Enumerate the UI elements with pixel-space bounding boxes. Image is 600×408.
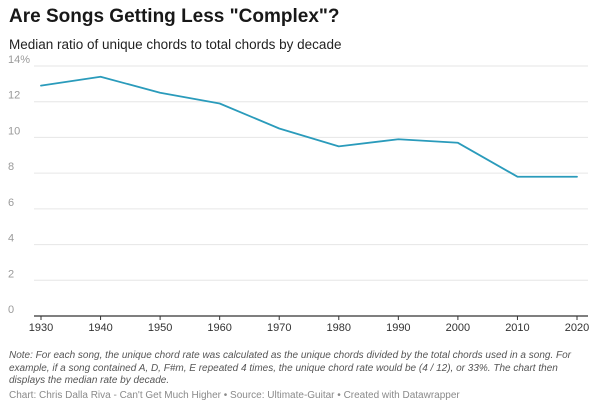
y-tick-label: 6 <box>8 197 14 209</box>
line-chart: 0 2 4 6 8 10 12 14% 1930 1940 1950 1960 1970 1980 1990… <box>8 54 589 334</box>
chart-footer: Chart: Chris Dalla Riva - Can't Get Much… <box>9 390 460 401</box>
x-tick-label: 1930 <box>29 322 53 334</box>
y-tick-label: 8 <box>8 161 14 173</box>
x-tick-label: 1940 <box>88 322 112 334</box>
x-tick-label: 1980 <box>327 322 351 334</box>
y-tick-label: 0 <box>8 304 14 316</box>
y-tick-label: 10 <box>8 125 20 137</box>
chart-title: Are Songs Getting Less "Complex"? <box>9 6 340 27</box>
x-tick-label: 1960 <box>207 322 231 334</box>
chart-note: Note: For each song, the unique chord ra… <box>9 350 572 386</box>
x-tick-label: 1990 <box>386 322 410 334</box>
y-tick-label: 12 <box>8 90 20 102</box>
x-tick-label: 2020 <box>565 322 589 334</box>
series-line <box>40 75 578 178</box>
y-tick-label: 2 <box>8 268 14 280</box>
chart-subtitle: Median ratio of unique chords to total c… <box>9 37 342 52</box>
x-tick-label: 2010 <box>505 322 529 334</box>
y-tick-label: 14% <box>8 54 30 66</box>
y-tick-label: 4 <box>8 233 14 245</box>
x-tick-label: 1950 <box>148 322 172 334</box>
x-tick-label: 2000 <box>446 322 470 334</box>
x-tick-label: 1970 <box>267 322 291 334</box>
